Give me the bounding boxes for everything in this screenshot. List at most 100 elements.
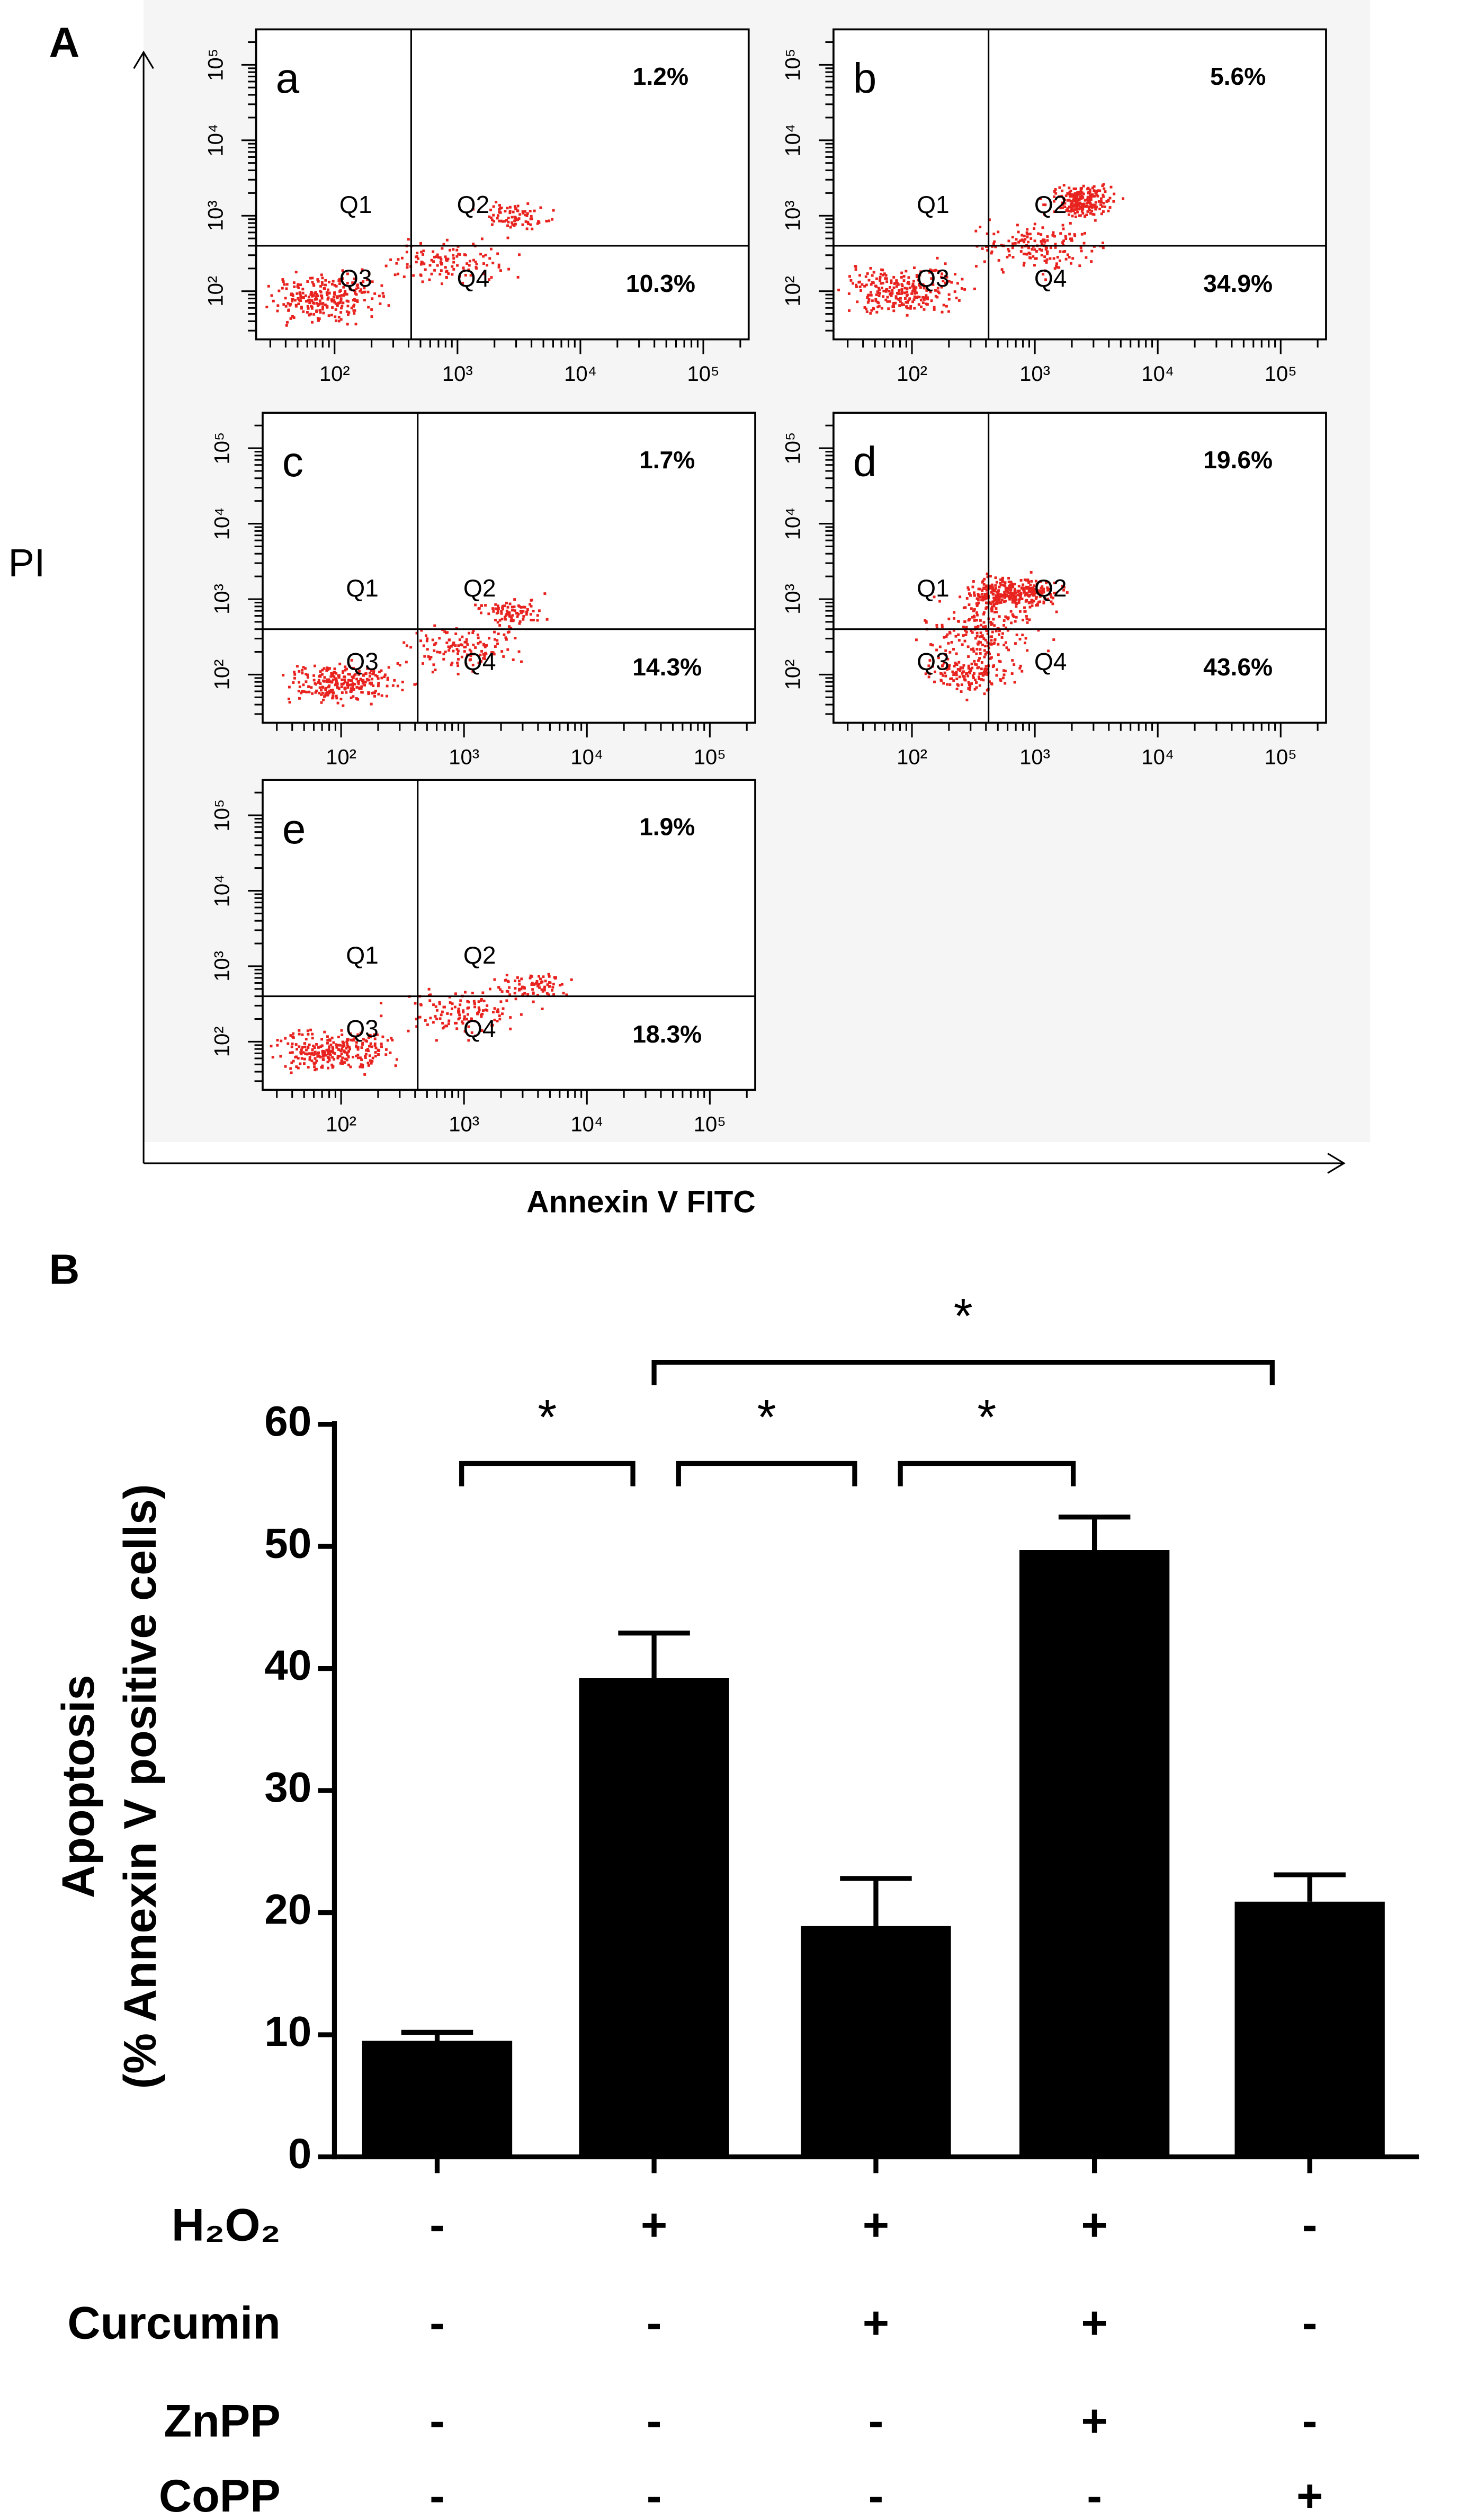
- cell-dot: [378, 671, 381, 673]
- cell-dot: [983, 645, 987, 648]
- cell-dot: [1100, 212, 1103, 216]
- cell-dot: [294, 305, 298, 308]
- cell-dot: [322, 311, 325, 315]
- cell-dot: [1017, 584, 1021, 587]
- cell-dot: [525, 610, 528, 613]
- cell-dot: [335, 1043, 338, 1046]
- cell-dot: [315, 293, 318, 296]
- cell-dot: [957, 299, 961, 302]
- cell-dot: [1027, 241, 1030, 244]
- cell-dot: [975, 626, 979, 629]
- cell-dot: [1075, 201, 1078, 204]
- cell-dot: [875, 310, 879, 314]
- cell-dot: [929, 643, 933, 646]
- cell-dot: [1066, 253, 1069, 256]
- cell-dot: [360, 687, 363, 690]
- cell-dot: [279, 1055, 282, 1058]
- cell-dot: [350, 690, 353, 693]
- cell-dot: [921, 301, 925, 305]
- cell-dot: [947, 298, 951, 301]
- cell-dot: [332, 1041, 335, 1044]
- significance-star: *: [977, 1390, 996, 1445]
- cell-dot: [915, 291, 918, 295]
- cell-dot: [917, 303, 920, 306]
- cell-dot: [319, 1055, 322, 1058]
- bar: [1019, 1550, 1170, 2157]
- cell-dot: [884, 277, 887, 280]
- cell-dot: [313, 292, 316, 295]
- q4-percent: 10.3%: [626, 270, 695, 297]
- cell-dot: [1016, 224, 1019, 227]
- cell-dot: [298, 291, 301, 294]
- cell-dot: [978, 684, 981, 687]
- cell-dot: [505, 609, 508, 612]
- cell-dot: [992, 618, 995, 621]
- cell-dot: [1025, 253, 1028, 256]
- cell-dot: [427, 987, 431, 991]
- cell-dot: [1087, 207, 1090, 210]
- cell-dot: [337, 1036, 340, 1038]
- cell-dot: [984, 638, 987, 642]
- cell-dot: [466, 1007, 469, 1010]
- cell-dot: [980, 661, 983, 664]
- cell-dot: [333, 671, 336, 674]
- cell-dot: [491, 261, 495, 264]
- cell-dot: [373, 292, 377, 295]
- cell-dot: [848, 309, 851, 312]
- cell-dot: [380, 1043, 383, 1045]
- cell-dot: [980, 678, 983, 681]
- cell-dot: [323, 1030, 326, 1034]
- cell-dot: [498, 211, 501, 213]
- cell-dot: [1084, 215, 1087, 218]
- cell-dot: [1046, 252, 1049, 255]
- cell-dot: [361, 679, 364, 682]
- cell-dot: [962, 626, 965, 628]
- cell-dot: [450, 645, 453, 648]
- cell-dot: [436, 651, 439, 654]
- cell-dot: [978, 595, 981, 599]
- cell-dot: [872, 307, 875, 310]
- cell-dot: [1078, 202, 1081, 205]
- cell-dot: [510, 617, 513, 620]
- cell-dot: [1018, 666, 1022, 670]
- cell-dot: [312, 294, 315, 297]
- cell-dot: [438, 1001, 441, 1004]
- cell-dot: [1026, 578, 1030, 582]
- cell-dot: [276, 309, 279, 313]
- cell-dot: [899, 300, 902, 303]
- cell-dot: [1006, 629, 1009, 632]
- cell-dot: [897, 283, 900, 286]
- cell-dot: [911, 300, 914, 304]
- cell-dot: [984, 601, 988, 604]
- cell-dot: [1007, 648, 1010, 652]
- cell-dot: [1002, 644, 1006, 647]
- cell-dot: [332, 1051, 335, 1054]
- cell-dot: [498, 619, 502, 622]
- cell-dot: [366, 1047, 369, 1050]
- cell-dot: [1048, 587, 1051, 591]
- cell-dot: [931, 644, 934, 647]
- cell-dot: [906, 314, 909, 317]
- cell-dot: [463, 1030, 467, 1033]
- cell-dot: [305, 1048, 308, 1052]
- cell-dot: [1012, 585, 1015, 588]
- cell-dot: [1076, 210, 1079, 213]
- cell-dot: [335, 1046, 338, 1049]
- cell-dot: [854, 283, 857, 287]
- cell-dot: [1081, 205, 1084, 208]
- cell-dot: [363, 1073, 366, 1076]
- cell-dot: [494, 607, 497, 610]
- cell-dot: [1058, 195, 1061, 198]
- cell-dot: [291, 1035, 294, 1038]
- cell-dot: [1058, 259, 1061, 262]
- q2-percent: 1.2%: [633, 63, 688, 90]
- cell-dot: [536, 614, 539, 617]
- quadrant-label: Q2: [463, 574, 496, 602]
- cell-dot: [995, 587, 997, 590]
- cell-dot: [464, 663, 468, 666]
- cell-dot: [1062, 239, 1065, 243]
- cell-dot: [400, 256, 404, 260]
- cell-dot: [370, 692, 373, 694]
- cell-dot: [471, 670, 475, 673]
- cell-dot: [1088, 191, 1091, 194]
